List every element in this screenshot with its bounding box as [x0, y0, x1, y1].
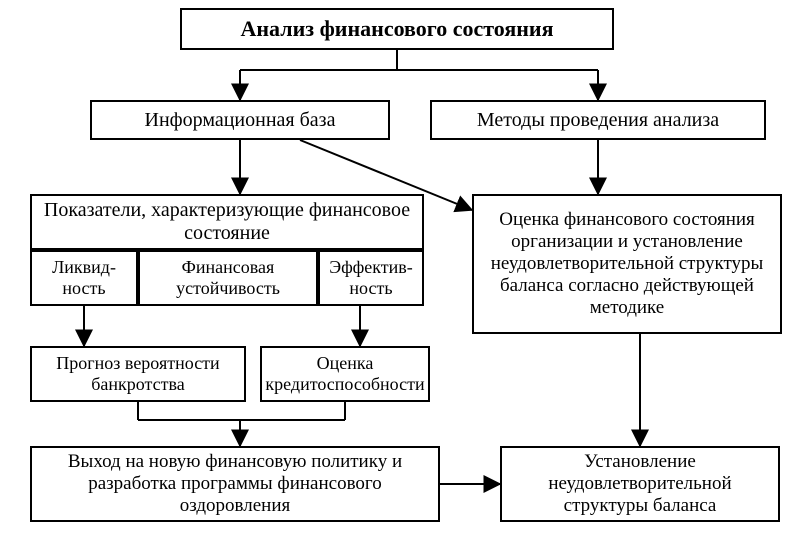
node-assessment-label: Оценка финансового состояния организации…: [480, 209, 774, 318]
node-liquidity: Ликвид- ность: [30, 250, 138, 306]
node-bankruptcy: Прогноз вероятности банкротства: [30, 346, 246, 402]
node-efficiency-label: Эффектив- ность: [329, 257, 413, 298]
node-info-base-label: Информационная база: [145, 109, 336, 132]
node-fin-stability: Финансовая устойчивость: [138, 250, 318, 306]
node-liquidity-label: Ликвид- ность: [52, 257, 116, 298]
node-methods-label: Методы проведения анализа: [477, 109, 719, 132]
node-establish-label: Установление неудовлетворительной структ…: [508, 451, 772, 517]
node-title: Анализ финансового состояния: [180, 8, 614, 50]
node-efficiency: Эффектив- ность: [318, 250, 424, 306]
node-new-policy: Выход на новую финансовую политику и раз…: [30, 446, 440, 522]
node-bankruptcy-label: Прогноз вероятности банкротства: [38, 353, 238, 394]
node-new-policy-label: Выход на новую финансовую политику и раз…: [38, 451, 432, 517]
node-methods: Методы проведения анализа: [430, 100, 766, 140]
node-info-base: Информационная база: [90, 100, 390, 140]
node-title-label: Анализ финансового состояния: [240, 16, 553, 41]
node-indicators-label: Показатели, характеризующие финансовое с…: [38, 199, 416, 245]
flowchart-canvas: Анализ финансового состояния Информацион…: [0, 0, 806, 545]
node-indicators: Показатели, характеризующие финансовое с…: [30, 194, 424, 250]
node-creditworthy-label: Оценка кредитоспособности: [265, 353, 424, 394]
node-assessment: Оценка финансового состояния организации…: [472, 194, 782, 334]
node-creditworthy: Оценка кредитоспособности: [260, 346, 430, 402]
node-fin-stability-label: Финансовая устойчивость: [146, 257, 310, 298]
node-establish: Установление неудовлетворительной структ…: [500, 446, 780, 522]
